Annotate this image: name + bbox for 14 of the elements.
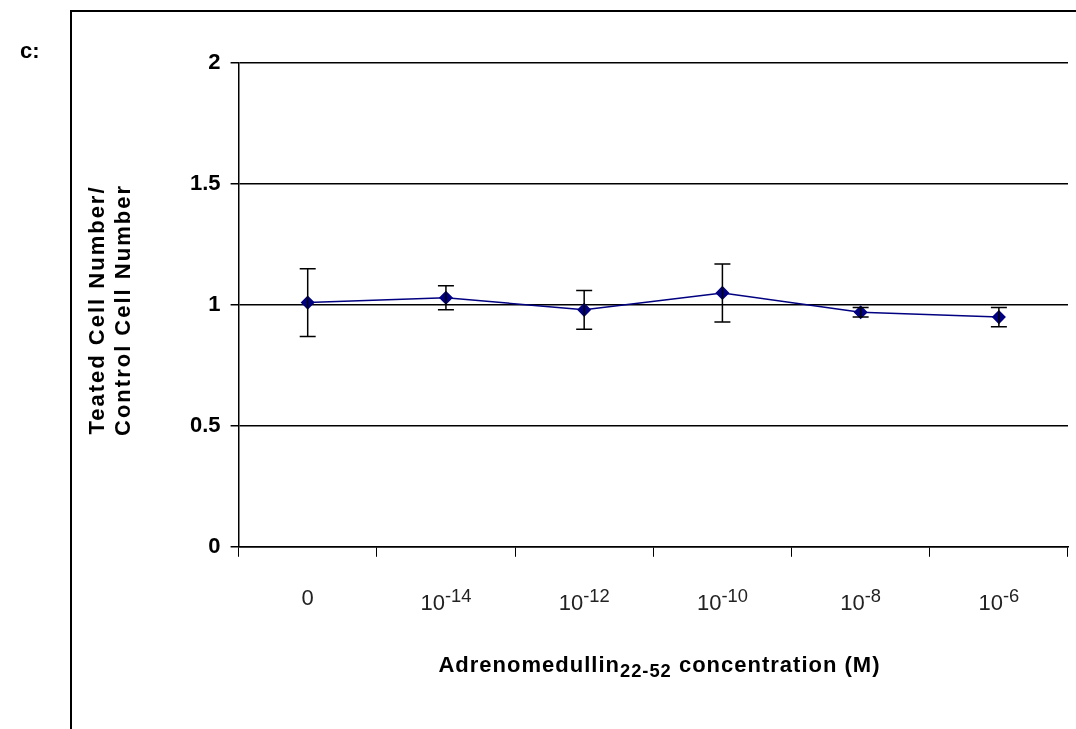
y-tick-label: 0 xyxy=(208,532,221,558)
x-tick-label: 10$^{-8}$ xyxy=(839,584,883,617)
y-tick-label: 2 xyxy=(208,49,221,75)
x-tick-label: 10$^{-14}$ xyxy=(419,584,473,617)
x-tick-label: 10$^{-6}$ xyxy=(977,584,1021,617)
y-tick-label: 1 xyxy=(208,291,221,317)
x-tick-label: 0 xyxy=(300,584,315,611)
y-tick-label: 0.5 xyxy=(189,411,221,437)
x-tick-label: 10$^{-10}$ xyxy=(695,584,749,617)
y-axis-title: Teated Cell Number/ Control Cell Number xyxy=(84,183,136,438)
x-axis-title: Adrenomedullin$_{22-52}$ concentration (M) xyxy=(437,652,882,683)
text: c: xyxy=(20,38,40,64)
x-tick-label: 10$^{-12}$ xyxy=(557,584,611,617)
y-tick-label: 1.5 xyxy=(189,170,221,196)
